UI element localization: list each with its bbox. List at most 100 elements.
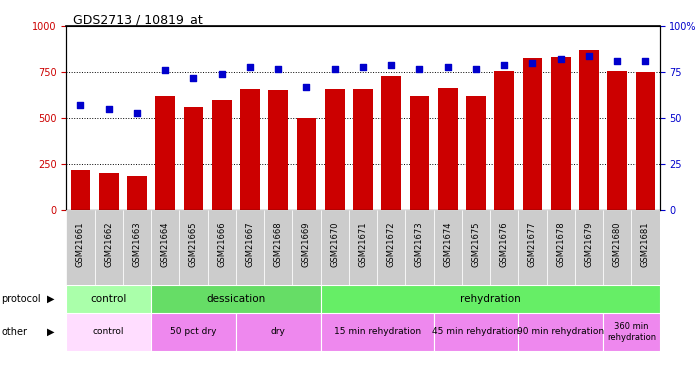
Bar: [127, 176, 147, 210]
Text: control: control: [93, 327, 124, 336]
Bar: [268, 90, 288, 210]
Text: GSM21679: GSM21679: [584, 221, 593, 267]
Point: [357, 64, 369, 70]
Bar: [66, 210, 94, 285]
Text: GSM21672: GSM21672: [387, 221, 396, 267]
Text: GSM21681: GSM21681: [641, 221, 650, 267]
Bar: [607, 71, 627, 210]
Bar: [320, 313, 433, 351]
Bar: [99, 173, 119, 210]
Bar: [151, 313, 236, 351]
Text: dessication: dessication: [206, 294, 265, 304]
Bar: [575, 210, 603, 285]
Point: [470, 66, 482, 72]
Text: GSM21665: GSM21665: [189, 221, 198, 267]
Bar: [406, 210, 433, 285]
Bar: [292, 210, 320, 285]
Point: [385, 62, 396, 68]
Bar: [297, 118, 316, 210]
Bar: [603, 313, 660, 351]
Bar: [184, 107, 203, 210]
Bar: [66, 285, 151, 313]
Text: GSM21668: GSM21668: [274, 221, 283, 267]
Bar: [494, 71, 514, 210]
Bar: [519, 313, 603, 351]
Point: [131, 110, 142, 116]
Bar: [240, 89, 260, 210]
Text: GSM21666: GSM21666: [217, 221, 226, 267]
Bar: [433, 313, 519, 351]
Bar: [433, 210, 462, 285]
Text: GSM21667: GSM21667: [246, 221, 255, 267]
Point: [75, 102, 86, 108]
Bar: [236, 210, 264, 285]
Text: GSM21664: GSM21664: [161, 221, 170, 267]
Text: control: control: [91, 294, 127, 304]
Point: [640, 58, 651, 64]
Point: [188, 75, 199, 81]
Text: GSM21661: GSM21661: [76, 221, 85, 267]
Bar: [462, 210, 490, 285]
Bar: [151, 210, 179, 285]
Text: ▶: ▶: [47, 294, 55, 304]
Bar: [377, 210, 406, 285]
Text: 360 min
rehydration: 360 min rehydration: [607, 322, 656, 342]
Bar: [236, 313, 320, 351]
Bar: [551, 57, 570, 210]
Point: [160, 68, 171, 74]
Text: GSM21675: GSM21675: [471, 221, 480, 267]
Bar: [123, 210, 151, 285]
Text: 90 min rehydration: 90 min rehydration: [517, 327, 604, 336]
Text: ▶: ▶: [47, 327, 55, 337]
Text: GSM21676: GSM21676: [500, 221, 509, 267]
Bar: [325, 89, 345, 210]
Bar: [211, 100, 232, 210]
Text: 50 pct dry: 50 pct dry: [170, 327, 216, 336]
Bar: [410, 96, 429, 210]
Bar: [438, 88, 458, 210]
Text: GSM21662: GSM21662: [104, 221, 113, 267]
Bar: [579, 50, 599, 210]
Bar: [179, 210, 207, 285]
Text: GDS2713 / 10819_at: GDS2713 / 10819_at: [73, 13, 203, 26]
Point: [442, 64, 453, 70]
Bar: [94, 210, 123, 285]
Bar: [523, 58, 542, 210]
Point: [527, 60, 538, 66]
Bar: [547, 210, 575, 285]
Point: [329, 66, 341, 72]
Bar: [381, 76, 401, 210]
Bar: [70, 170, 90, 210]
Bar: [636, 72, 655, 210]
Bar: [519, 210, 547, 285]
Text: GSM21677: GSM21677: [528, 221, 537, 267]
Bar: [353, 89, 373, 210]
Text: 45 min rehydration: 45 min rehydration: [433, 327, 519, 336]
Bar: [151, 285, 320, 313]
Text: GSM21678: GSM21678: [556, 221, 565, 267]
Bar: [66, 313, 151, 351]
Text: GSM21680: GSM21680: [613, 221, 622, 267]
Bar: [320, 210, 349, 285]
Text: rehydration: rehydration: [460, 294, 521, 304]
Bar: [632, 210, 660, 285]
Text: GSM21674: GSM21674: [443, 221, 452, 267]
Point: [216, 71, 228, 77]
Bar: [264, 210, 292, 285]
Point: [584, 53, 595, 58]
Point: [273, 66, 284, 72]
Point: [103, 106, 114, 112]
Bar: [349, 210, 377, 285]
Text: GSM21673: GSM21673: [415, 221, 424, 267]
Bar: [207, 210, 236, 285]
Point: [611, 58, 623, 64]
Bar: [466, 96, 486, 210]
Point: [498, 62, 510, 68]
Point: [301, 84, 312, 90]
Bar: [320, 285, 660, 313]
Bar: [155, 96, 175, 210]
Text: other: other: [1, 327, 27, 337]
Text: 15 min rehydration: 15 min rehydration: [334, 327, 421, 336]
Point: [414, 66, 425, 72]
Text: GSM21670: GSM21670: [330, 221, 339, 267]
